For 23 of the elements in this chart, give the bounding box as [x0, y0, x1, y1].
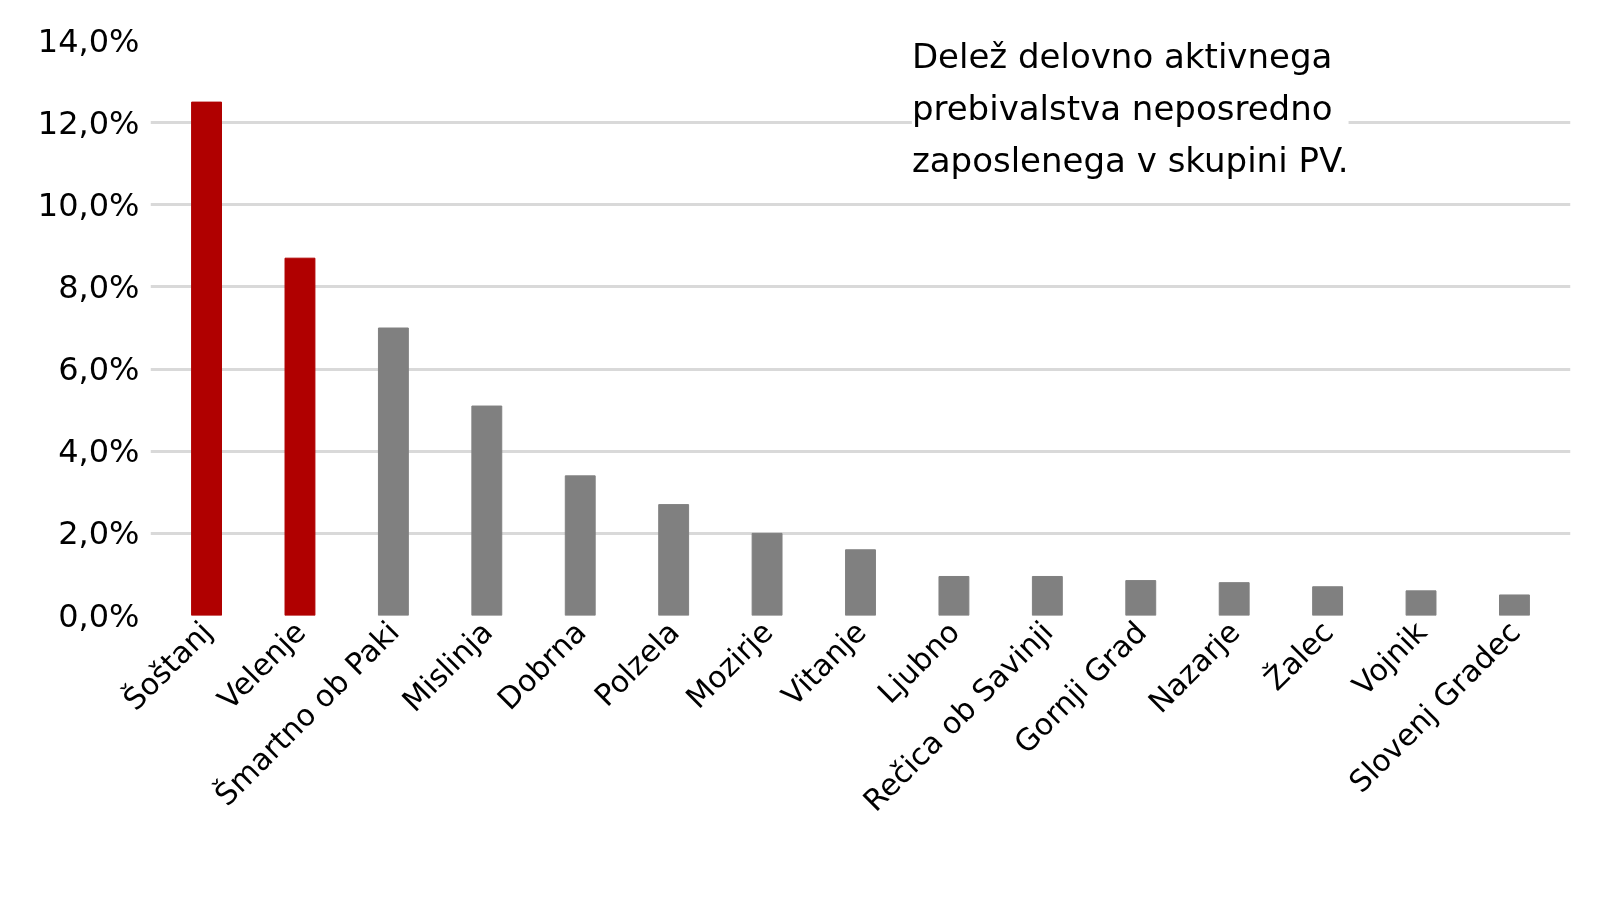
bar [564, 475, 596, 616]
bar [1218, 582, 1250, 616]
bar [1031, 575, 1063, 616]
y-tick-label: 2,0% [58, 514, 140, 553]
y-tick-label: 10,0% [37, 185, 140, 224]
bar [845, 549, 876, 616]
bar [1125, 580, 1157, 616]
bar [284, 257, 316, 616]
bar [1312, 586, 1344, 616]
bar [377, 327, 409, 616]
y-tick-label: 6,0% [58, 350, 140, 389]
bar [658, 504, 690, 616]
bar [471, 405, 503, 616]
y-tick-label: 12,0% [37, 103, 140, 142]
y-tick-label: 8,0% [58, 267, 140, 306]
bar [1405, 590, 1437, 616]
bar [191, 101, 222, 616]
bar [1499, 594, 1530, 616]
bar [751, 532, 783, 616]
y-tick-label: 14,0% [37, 21, 140, 60]
y-tick-label: 4,0% [58, 432, 140, 471]
bar [938, 575, 970, 616]
annotation: Delež delovno aktivnega prebivalstva neposredno zaposlenega v skupini PV. [911, 36, 1349, 181]
